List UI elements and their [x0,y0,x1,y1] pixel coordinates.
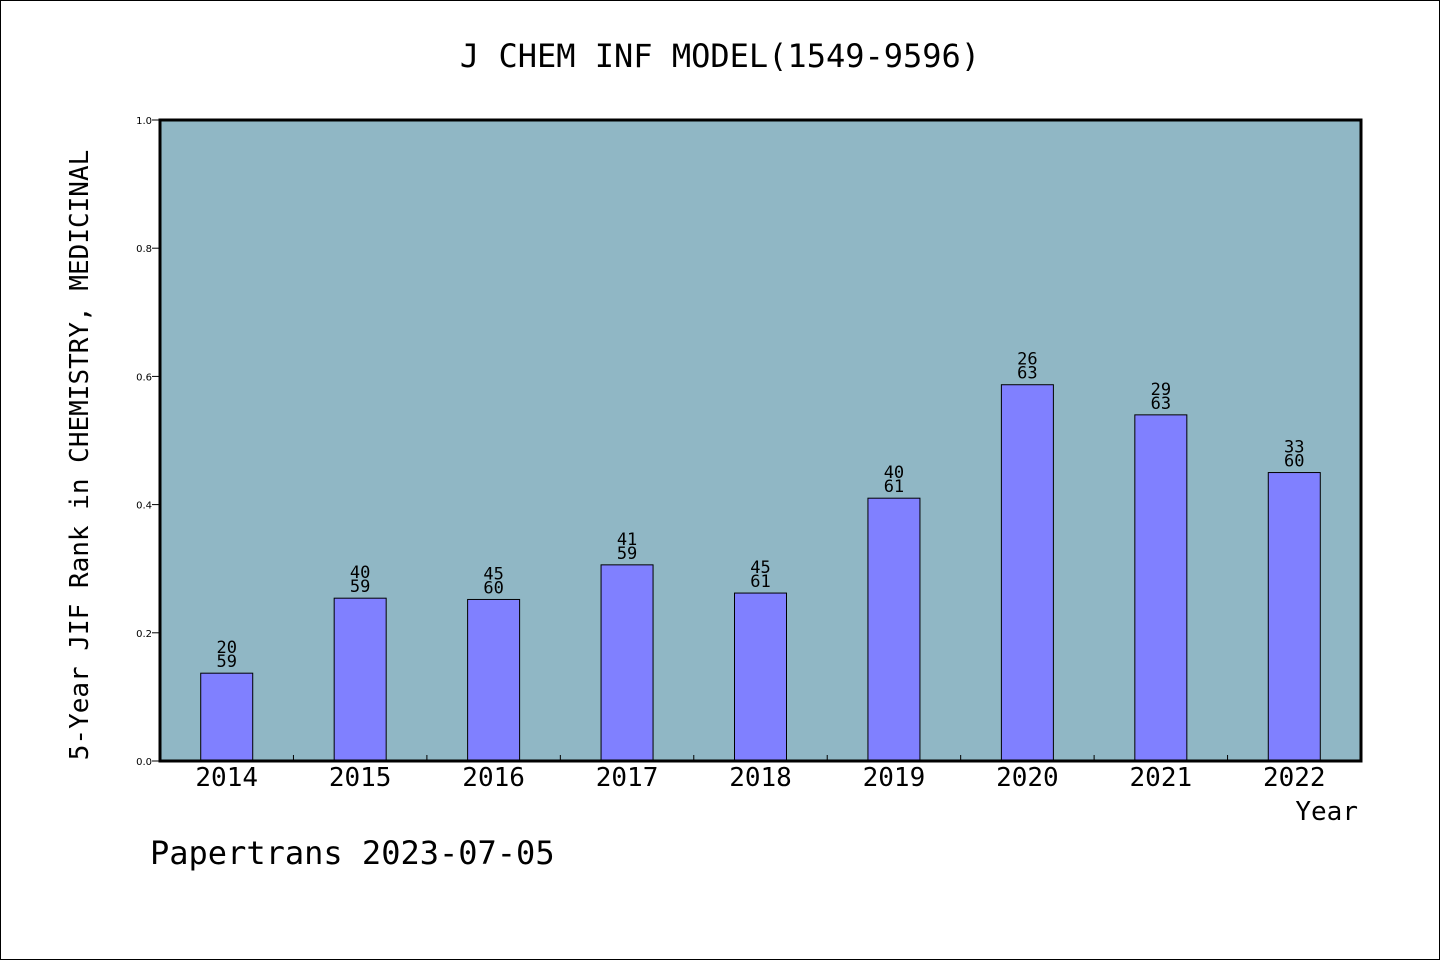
watermark-text: Papertrans 2023-07-05 [150,834,555,872]
bar-2015 [333,597,387,762]
x-tick-label: 2018 [729,763,792,793]
y-tick-label: 0.2 [136,629,152,640]
y-tick-label: 1.0 [136,116,152,127]
x-tick-label: 2021 [1130,763,1193,793]
bar-2016 [467,598,521,762]
bar-total-label: 63 [1017,364,1037,384]
x-tick-label: 2014 [195,763,258,793]
x-tick-label: 2019 [863,763,926,793]
bar-2021 [1134,414,1188,762]
x-axis: 2014 2015 2016 2017 2018 2019 2020 2021 2022 [195,755,1326,793]
y-axis-label: 5-Year JIF Rank in CHEMISTRY, MEDICINAL [65,150,95,760]
bar-total-label: 59 [216,652,236,672]
x-tick-label: 2015 [329,763,392,793]
chart-title: J CHEM INF MODEL(1549-9596) [460,37,980,75]
x-tick-label: 2020 [996,763,1059,793]
bar-series [200,384,1321,762]
y-axis: 0.0 0.2 0.4 0.6 0.8 1.0 [136,116,160,768]
bar-rank-label: 45 [750,558,770,578]
x-tick-label: 2016 [462,763,525,793]
bar-2017 [600,564,654,762]
bar-total-label: 61 [750,572,770,592]
bar-rank-label: 41 [617,530,637,550]
bar-rank-label: 45 [483,564,503,584]
bar-2020 [1000,384,1054,762]
bar-total-label: 60 [483,578,503,598]
bar-rank-label: 40 [884,463,904,483]
bar-2014 [200,672,254,762]
x-tick-label: 2022 [1263,763,1326,793]
bar-rank-label: 20 [216,638,236,658]
bar-rank-label: 33 [1284,438,1304,458]
bar-rank-label: 26 [1017,350,1037,370]
bar-2018 [734,592,787,762]
bar-total-label: 60 [1284,452,1304,472]
bar-2019 [867,497,921,762]
x-axis-label: Year [1295,797,1358,827]
bar-total-label: 61 [884,477,904,497]
bar-total-label: 59 [350,577,370,597]
y-tick-label: 0.0 [136,757,152,768]
bar-rank-label: 40 [350,563,370,583]
y-tick-label: 0.6 [136,372,152,383]
y-tick-label: 0.4 [136,501,152,512]
bar-total-label: 59 [617,544,637,564]
bar-rank-label: 29 [1151,380,1171,400]
plot-border [158,118,1363,763]
x-tick-label: 2017 [596,763,659,793]
bar-2022 [1267,472,1321,762]
bar-total-label: 63 [1151,394,1171,414]
y-tick-label: 0.8 [136,244,152,255]
